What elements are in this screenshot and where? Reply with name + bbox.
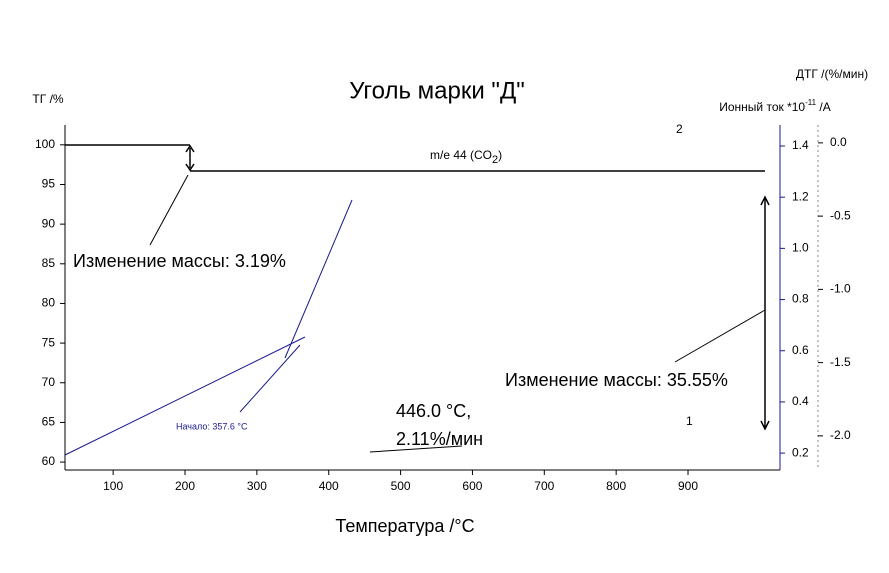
y2-label-sup: -11 xyxy=(805,98,817,107)
x-tick-label: 100 xyxy=(103,479,123,493)
axes xyxy=(64,125,819,471)
annotation-lines xyxy=(65,144,770,453)
y2-label-suffix: /A xyxy=(816,100,831,114)
annotation: 2.11%/мин xyxy=(396,429,483,449)
label-suffix: ) xyxy=(498,148,502,162)
annotation: Начало: 357.6 °C xyxy=(176,421,248,431)
series-label: 2 xyxy=(676,122,683,136)
x-tick-label: 900 xyxy=(678,479,698,493)
tangent-lines xyxy=(64,199,353,456)
y2-axis-label: Ионный ток *10-11 /A xyxy=(719,98,831,114)
tick-label: 95 xyxy=(42,177,56,191)
tick-label: 75 xyxy=(42,335,56,349)
tick-label: 0.8 xyxy=(792,292,809,306)
tick-label: 0.0 xyxy=(830,135,847,149)
tick-label: -1.0 xyxy=(830,282,851,296)
chart-title: Уголь марки "Д" xyxy=(349,77,524,104)
tick-label: 70 xyxy=(42,375,56,389)
tick-label: -0.5 xyxy=(830,208,851,222)
y-axis-label: ТГ /% xyxy=(32,92,63,106)
y2-label-text: Ионный ток *10 xyxy=(719,100,805,114)
tick-label: 1.4 xyxy=(792,138,809,152)
label-text: m/e 44 (CO xyxy=(430,148,492,162)
tick-label: 65 xyxy=(42,415,56,429)
x-tick-label: 300 xyxy=(247,479,267,493)
tick-label: 90 xyxy=(42,216,56,230)
x-tick-label: 500 xyxy=(391,479,411,493)
tick-label: 0.4 xyxy=(792,394,809,408)
x-axis-label: Температура /°C xyxy=(335,516,474,536)
x-tick-label: 400 xyxy=(319,479,339,493)
x-tick-label: 700 xyxy=(534,479,554,493)
annotation: Изменение массы: 3.19% xyxy=(73,251,286,271)
tick-label: -2.0 xyxy=(830,428,851,442)
y3-axis-label: ДТГ /(%/мин) xyxy=(796,67,868,81)
tick-label: 80 xyxy=(42,296,56,310)
tick-label: 0.6 xyxy=(792,343,809,357)
annotation: 446.0 °C, xyxy=(396,401,471,421)
tick-label: 60 xyxy=(42,454,56,468)
x-tick-label: 200 xyxy=(175,479,195,493)
annotation: Изменение массы: 35.55% xyxy=(505,370,728,390)
tick-label: -1.5 xyxy=(830,355,851,369)
x-tick-label: 800 xyxy=(606,479,626,493)
tick-label: 100 xyxy=(35,137,55,151)
tick-label: 0.2 xyxy=(792,445,809,459)
series-label: 1 xyxy=(686,414,693,428)
tick-label: 1.2 xyxy=(792,189,809,203)
x-tick-label: 600 xyxy=(462,479,482,493)
label-sub: 2 xyxy=(492,154,498,166)
tick-label: 1.0 xyxy=(792,241,809,255)
tick-label: 85 xyxy=(42,256,56,270)
series-label: m/e 44 (CO2) xyxy=(430,148,502,166)
